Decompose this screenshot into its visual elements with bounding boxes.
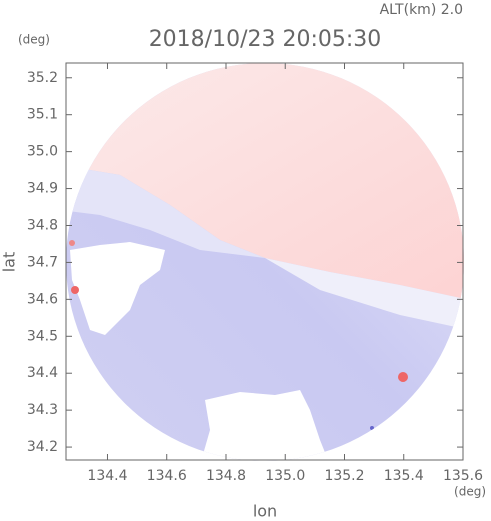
x-tick-label: 134.4 xyxy=(87,468,127,484)
plot-frame xyxy=(65,62,464,461)
y-tick-label: 34.4 xyxy=(27,365,58,381)
y-tick-label: 34.7 xyxy=(27,254,58,270)
x-tick-label: 135.2 xyxy=(324,468,364,484)
y-tick-label: 35.0 xyxy=(27,144,58,160)
y-unit: (deg) xyxy=(18,33,50,47)
y-axis-label: lat xyxy=(0,252,19,273)
x-tick-label: 135.0 xyxy=(265,468,305,484)
y-tick-label: 34.9 xyxy=(27,181,58,197)
y-tick-label: 35.2 xyxy=(27,70,58,86)
y-tick-label: 34.6 xyxy=(27,291,58,307)
x-axis-label: lon xyxy=(253,502,277,521)
radar-field xyxy=(66,63,464,461)
x-tick-label: 135.6 xyxy=(443,468,483,484)
chart-title: 2018/10/23 20:05:30 xyxy=(149,27,382,52)
y-tick-label: 35.1 xyxy=(27,107,58,123)
x-tick-label: 134.8 xyxy=(206,468,246,484)
y-tick-label: 34.8 xyxy=(27,217,58,233)
subtitle: ALT(km) 2.0 xyxy=(380,2,463,18)
y-tick-label: 34.2 xyxy=(27,439,58,455)
y-tick-label: 34.5 xyxy=(27,328,58,344)
x-tick-label: 135.4 xyxy=(384,468,424,484)
x-unit: (deg) xyxy=(454,485,486,499)
y-tick-label: 34.3 xyxy=(27,402,58,418)
x-tick-label: 134.6 xyxy=(147,468,187,484)
